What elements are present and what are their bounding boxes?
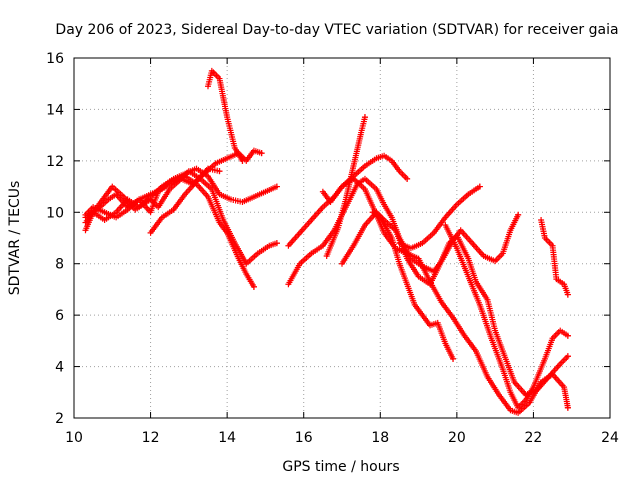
- data-point: [564, 353, 571, 360]
- x-tick-label: 16: [295, 430, 313, 446]
- series-track-6: [205, 67, 246, 164]
- series-track-14: [442, 222, 571, 411]
- data-point: [273, 183, 280, 190]
- x-axis-label: GPS time / hours: [282, 459, 399, 475]
- series-track-7: [285, 175, 522, 288]
- x-tick-label: 14: [218, 430, 236, 446]
- data-point: [476, 183, 483, 190]
- y-tick-labels: 2 4 6 8 10 12 14 16: [46, 51, 64, 427]
- data-point: [450, 355, 457, 362]
- x-tick-labels: 10 12 14 16 18 20 22 24: [65, 430, 619, 446]
- series-track-15: [538, 217, 571, 298]
- grid: [74, 58, 610, 418]
- data-point: [564, 332, 571, 339]
- data-point: [250, 283, 257, 290]
- series-track-5: [147, 165, 223, 236]
- data-point: [361, 114, 368, 121]
- series-track-12: [369, 209, 457, 362]
- series-track-11: [323, 114, 368, 259]
- x-tick-label: 10: [65, 430, 83, 446]
- y-tick-label: 14: [46, 102, 64, 118]
- data-point: [404, 175, 411, 182]
- x-tick-label: 22: [525, 430, 543, 446]
- x-tick-label: 20: [448, 430, 466, 446]
- data-point: [564, 404, 571, 411]
- y-tick-label: 12: [46, 154, 64, 170]
- y-tick-label: 8: [55, 257, 64, 273]
- data-point: [273, 240, 280, 247]
- y-tick-label: 4: [55, 360, 64, 376]
- series-track-10: [339, 209, 571, 398]
- x-tick-label: 24: [601, 430, 619, 446]
- x-tick-label: 18: [371, 430, 389, 446]
- y-tick-label: 10: [46, 205, 64, 221]
- y-tick-label: 2: [55, 411, 64, 427]
- data-point: [239, 157, 246, 164]
- data-point: [515, 211, 522, 218]
- series-track-9: [319, 175, 571, 416]
- axis-ticks: [73, 57, 611, 419]
- y-tick-label: 6: [55, 308, 64, 324]
- chart-title: Day 206 of 2023, Sidereal Day-to-day VTE…: [55, 22, 618, 38]
- y-tick-label: 16: [46, 51, 64, 67]
- y-axis-label: SDTVAR / TECUs: [7, 181, 23, 296]
- data-point: [216, 168, 223, 175]
- data-point: [258, 150, 265, 157]
- plot-frame: [73, 57, 611, 419]
- x-tick-label: 12: [142, 430, 160, 446]
- data-point: [564, 291, 571, 298]
- series-track-13: [396, 183, 483, 252]
- data-marks: [82, 67, 571, 416]
